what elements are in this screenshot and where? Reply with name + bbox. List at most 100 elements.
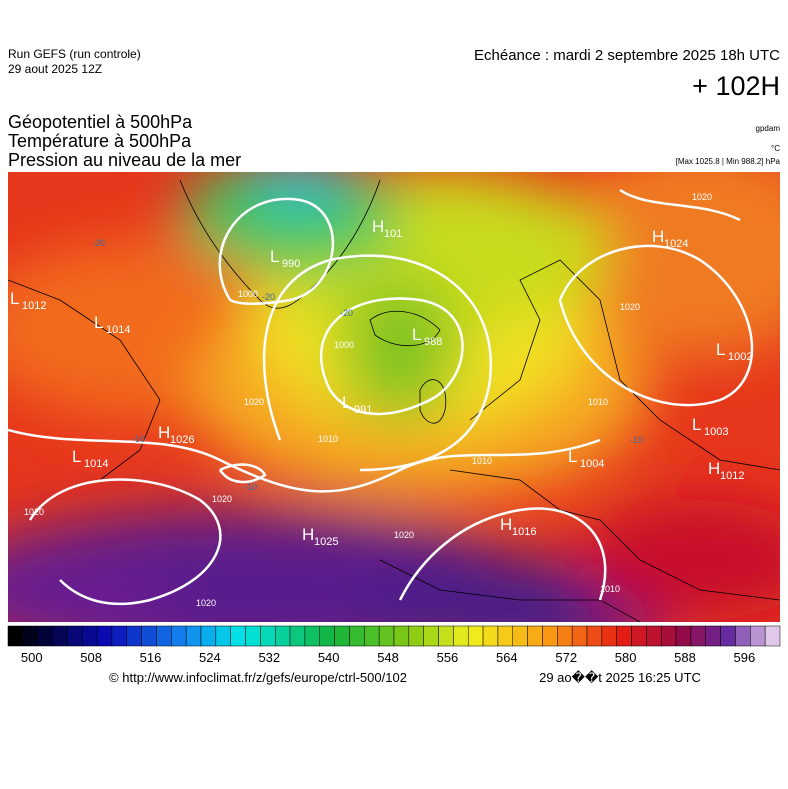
pressure-value: 1024 xyxy=(664,238,688,250)
colorbar-label: 540 xyxy=(318,650,340,665)
pressure-value: 990 xyxy=(282,258,300,270)
colorbar-swatch xyxy=(289,625,306,647)
colorbar-swatch xyxy=(586,625,603,647)
pressure-value: 1012 xyxy=(22,300,46,312)
colorbar-swatch xyxy=(735,625,751,647)
pressure-type: L xyxy=(10,289,19,308)
isobar-label: 1020 xyxy=(24,507,44,517)
colorbar-label: 524 xyxy=(199,650,221,665)
temperature-label: -10 xyxy=(244,482,257,492)
colorbar-swatch xyxy=(571,625,588,647)
isobar-label: 1020 xyxy=(394,530,414,540)
colorbar-swatch xyxy=(690,625,707,647)
pressure-value: 1003 xyxy=(704,426,728,438)
pressure-type: L xyxy=(72,447,81,466)
pressure-center: L 991 xyxy=(342,393,372,416)
isobar-label: 1000 xyxy=(238,289,258,299)
generated-time: 29 ao��t 2025 16:25 UTC xyxy=(539,670,701,685)
isobar-label: 1010 xyxy=(318,434,338,444)
colorbar-swatch xyxy=(141,625,157,647)
colorbar-swatch xyxy=(482,625,499,647)
pressure-center: L 1004 xyxy=(568,447,604,470)
pressure-center: H 101 xyxy=(372,217,402,240)
colorbar-label: 516 xyxy=(140,650,162,665)
pressure-value: 1004 xyxy=(580,458,604,470)
colorbar-swatch xyxy=(349,625,365,647)
pressure-type: H xyxy=(652,227,664,246)
run-label: Run GEFS (run controle) xyxy=(8,47,141,61)
colorbar-swatch xyxy=(171,625,187,647)
temperature-label: -20 xyxy=(92,238,105,248)
colorbar-swatch xyxy=(557,625,573,647)
colorbar-label: 564 xyxy=(496,650,518,665)
run-date: 29 aout 2025 12Z xyxy=(8,62,102,76)
isobars xyxy=(8,188,754,606)
pressure-type: L xyxy=(692,415,701,434)
colorbar-swatch xyxy=(497,625,514,647)
isobar-label: 1000 xyxy=(334,340,354,350)
colorbar-swatch xyxy=(215,625,231,647)
colorbar-swatch xyxy=(200,625,217,647)
colorbar-swatch xyxy=(750,625,766,647)
pressure-center: L 1014 xyxy=(94,313,130,336)
pressure-center: L 1014 xyxy=(72,447,108,470)
field xyxy=(8,172,780,622)
pressure-value: 988 xyxy=(424,336,442,348)
colorbar-swatch xyxy=(185,625,202,647)
title-line: Géopotentiel à 500hPa xyxy=(8,112,193,132)
colorbar-swatch xyxy=(764,625,781,647)
pressure-center: H 1025 xyxy=(302,525,338,548)
pressure-value: 1014 xyxy=(106,324,130,336)
colorbar-swatch xyxy=(156,625,172,647)
source-url: © http://www.infoclimat.fr/z/gefs/europe… xyxy=(109,670,407,685)
unit-label: [Max 1025.8 | Min 988.2] hPa xyxy=(676,157,781,166)
colorbar-swatch xyxy=(616,625,632,647)
isobar-label: 1020 xyxy=(196,598,216,608)
pressure-center: H 1012 xyxy=(708,459,744,482)
colorbar-label: 596 xyxy=(734,650,756,665)
isobar-label: 1020 xyxy=(212,494,232,504)
isobar-label: 1010 xyxy=(472,456,492,466)
pressure-center: H 1024 xyxy=(652,227,688,250)
pressure-center: H 1016 xyxy=(500,515,536,538)
pressure-value: 1014 xyxy=(84,458,108,470)
colorbar-swatch xyxy=(527,625,543,647)
forecast-time: Echéance : mardi 2 septembre 2025 18h UT… xyxy=(474,47,780,64)
colorbar-swatch xyxy=(512,625,528,647)
colorbar-label: 588 xyxy=(674,650,696,665)
colorbar-swatch xyxy=(660,625,677,647)
coastlines xyxy=(8,179,780,622)
temperature-label: -20 xyxy=(262,292,275,302)
pressure-value: 1016 xyxy=(512,526,536,538)
colorbar-swatch xyxy=(37,625,53,647)
isobar-label: 1020 xyxy=(620,302,640,312)
pressure-center: L 988 xyxy=(412,325,442,348)
colorbar-swatch xyxy=(438,625,454,647)
colorbar-label: 580 xyxy=(615,650,637,665)
colorbar-label: 548 xyxy=(377,650,399,665)
colorbar: 5005085165245325405485565645725805885966… xyxy=(7,625,781,665)
colorbar-swatch xyxy=(230,625,246,647)
colorbar-swatch xyxy=(378,625,395,647)
isobar-label: 1020 xyxy=(244,397,264,407)
colorbar-swatch xyxy=(631,625,647,647)
pressure-value: 1002 xyxy=(728,351,752,363)
colorbar-swatch xyxy=(111,625,128,647)
pressure-value: 991 xyxy=(354,404,372,416)
pressure-type: H xyxy=(708,459,720,478)
pressure-value: 1025 xyxy=(314,536,338,548)
pressure-type: H xyxy=(302,525,314,544)
pressure-type: L xyxy=(716,340,725,359)
colorbar-label: 572 xyxy=(555,650,577,665)
colorbar-label: 508 xyxy=(80,650,102,665)
pressure-type: L xyxy=(94,313,103,332)
temperature-label: -20 xyxy=(340,308,353,318)
pressure-type: H xyxy=(372,217,384,236)
colorbar-swatch xyxy=(260,625,276,647)
pressure-type: H xyxy=(158,423,170,442)
colorbar-swatch xyxy=(126,625,142,647)
pressure-type: L xyxy=(412,325,421,344)
